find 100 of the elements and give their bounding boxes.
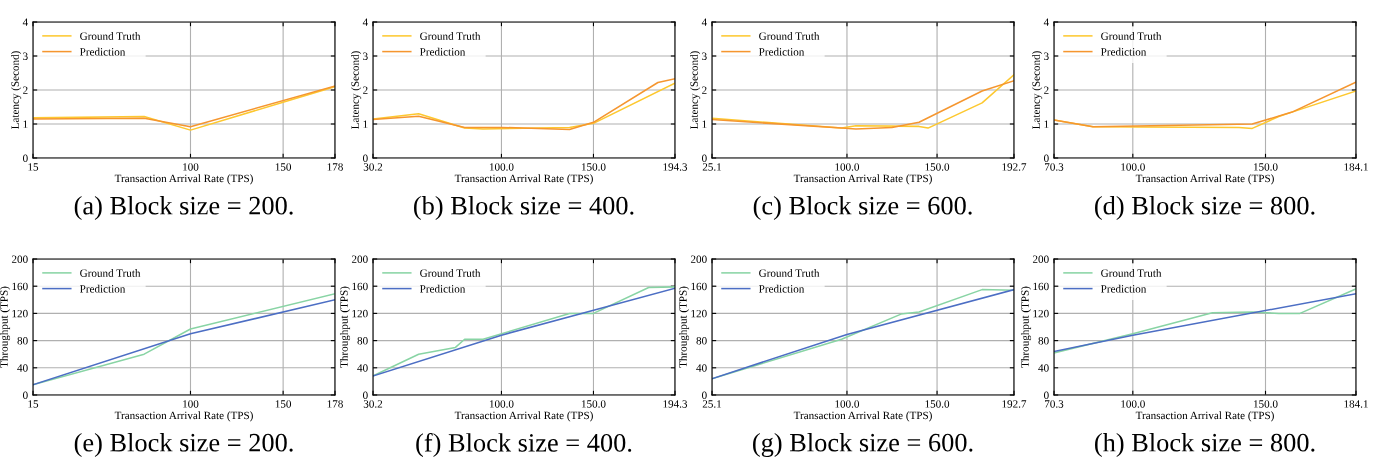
y-tick-label: 2 [1044,86,1049,94]
text: (e) Block size = 200. [74,433,293,457]
text: (c) Block size = 600. [753,196,972,220]
y-tick-label: 200 [11,255,28,263]
y-axis-title: Throughput (TPS) [339,286,351,368]
x-axis-title: Transaction Arrival Rate (TPS) [454,411,593,422]
x-tick-label: 100.0 [489,163,514,171]
x-tick-label: 100.0 [489,400,514,408]
y-tick-label: 80 [357,337,368,345]
y-tick-label: 2 [363,86,368,94]
line-series [1054,81,1356,128]
y-axis-title: Throughput (TPS) [678,286,690,368]
y-tick-label: 0 [702,154,707,162]
y-tick-label: 3 [363,52,368,60]
y-tick-label: 160 [1033,282,1049,291]
x-tick-label: 184.1 [1344,163,1368,171]
y-tick-label: 4 [22,18,28,26]
y-tick-label: 120 [12,309,28,318]
y-tick-label: 0 [702,391,707,399]
y-tick-label: 160 [12,282,28,291]
y-tick-label: 160 [352,282,368,291]
x-tick-label: 178 [327,163,343,171]
y-tick-label: 40 [1038,364,1049,372]
y-axis-title: Latency (Second) [690,51,701,130]
y-tick-label: 0 [1044,391,1049,399]
y-tick-label: 3 [1044,52,1049,60]
y-tick-label: 120 [691,309,707,318]
x-tick-label: 25.1 [702,163,722,171]
x-tick-label: 192.7 [1002,163,1027,171]
legend-label: Prediction [1100,47,1147,56]
x-tick-label: 178 [327,400,343,408]
y-tick-label: 1 [363,120,368,128]
y-axis-title: Throughput (TPS) [0,286,11,368]
x-tick-label: 15 [28,163,39,171]
x-tick-label: 150 [275,400,292,408]
y-tick-label: 40 [357,364,368,372]
y-axis-title: Latency (Second) [351,51,362,130]
legend-label: Ground Truth [80,269,141,277]
y-axis-title: Throughput (TPS) [1020,286,1032,368]
legend-label: Prediction [79,47,126,56]
x-tick-label: 30.2 [363,400,383,408]
y-tick-label: 80 [696,337,707,345]
y-tick-label: 0 [23,154,28,162]
y-tick-label: 4 [362,18,368,26]
legend-label: Prediction [1100,284,1147,293]
y-tick-label: 40 [17,364,28,372]
legend-label: Ground Truth [420,32,481,40]
x-tick-label: 100.0 [1121,400,1145,408]
y-tick-label: 160 [691,282,707,291]
x-tick-label: 100.0 [1121,163,1145,171]
y-tick-label: 80 [1038,337,1049,345]
y-tick-label: 1 [1044,120,1049,128]
x-axis-title: Transaction Arrival Rate (TPS) [793,174,932,185]
x-axis-title: Transaction Arrival Rate (TPS) [793,411,932,422]
y-tick-label: 80 [17,337,28,345]
y-tick-label: 1 [23,120,28,128]
y-tick-label: 200 [690,255,707,263]
x-tick-label: 30.2 [363,163,383,171]
x-axis-title: Transaction Arrival Rate (TPS) [454,174,593,185]
legend-label: Prediction [419,47,466,56]
y-tick-label: 120 [352,309,368,318]
x-tick-label: 192.7 [1002,400,1027,408]
legend-label: Ground Truth [759,269,820,277]
x-tick-label: 150.0 [581,163,606,171]
x-tick-label: 100.0 [835,163,860,171]
legend-label: Ground Truth [1101,269,1162,277]
legend-label: Prediction [419,284,466,293]
legend-label: Ground Truth [80,32,141,40]
text: (h) Block size = 800. [1095,433,1315,457]
y-tick-label: 3 [23,52,28,60]
x-tick-label: 150.0 [925,400,950,408]
x-axis-title: Transaction Arrival Rate (TPS) [1135,411,1274,422]
x-tick-label: 15 [28,400,39,408]
x-axis-title: Transaction Arrival Rate (TPS) [114,174,253,185]
x-tick-label: 100 [183,400,199,408]
y-tick-label: 3 [702,52,707,60]
x-tick-label: 184.1 [1344,400,1368,408]
y-tick-label: 40 [696,364,707,372]
text: (a) Block size = 200. [74,196,293,220]
legend-label: Prediction [758,47,805,56]
x-tick-label: 25.1 [702,400,722,408]
y-axis-title: Latency (Second) [1032,51,1043,130]
y-tick-label: 200 [1032,255,1049,263]
x-tick-label: 70.3 [1045,400,1064,408]
x-tick-label: 150.0 [1253,163,1278,171]
y-axis-title: Latency (Second) [11,51,22,130]
y-tick-label: 4 [1043,18,1049,26]
legend-label: Ground Truth [759,32,820,40]
text: (d) Block size = 800. [1095,196,1315,220]
y-tick-label: 0 [363,154,368,162]
text: (g) Block size = 600. [753,433,973,457]
x-tick-label: 150.0 [581,400,606,408]
y-tick-label: 2 [702,86,707,94]
y-tick-label: 4 [701,18,707,26]
x-tick-label: 100 [183,163,199,171]
legend-label: Ground Truth [420,269,481,277]
y-tick-label: 200 [351,255,368,263]
text: (f) Block size = 400. [416,432,632,458]
x-tick-label: 194.3 [663,163,688,171]
legend-label: Ground Truth [1101,32,1162,40]
